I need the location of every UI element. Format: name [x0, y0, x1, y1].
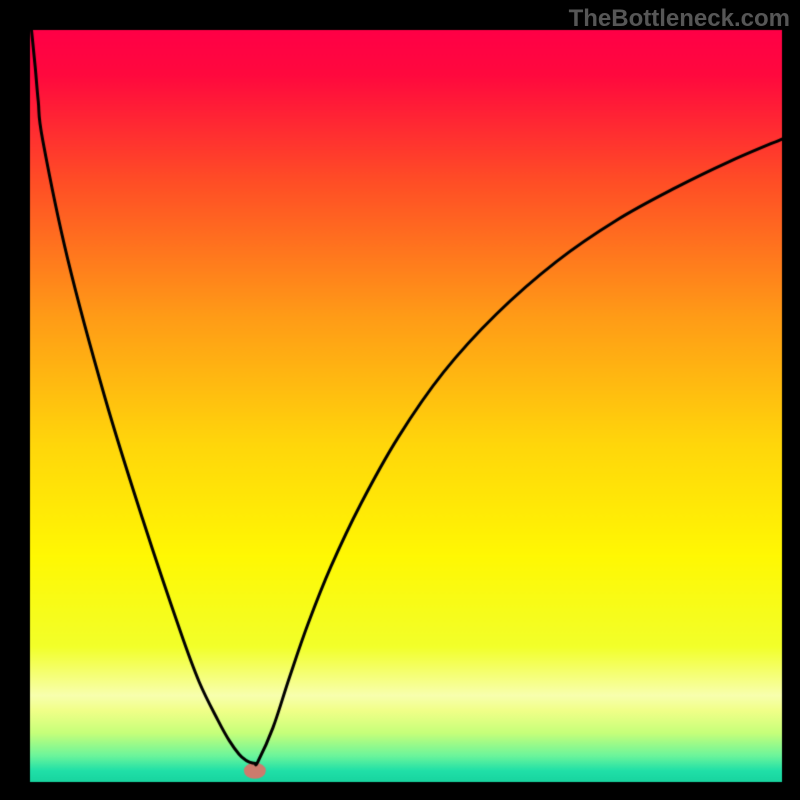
chart-container: TheBottleneck.com	[0, 0, 800, 800]
watermark-label: TheBottleneck.com	[569, 5, 790, 33]
bottleneck-chart-canvas	[0, 0, 800, 800]
